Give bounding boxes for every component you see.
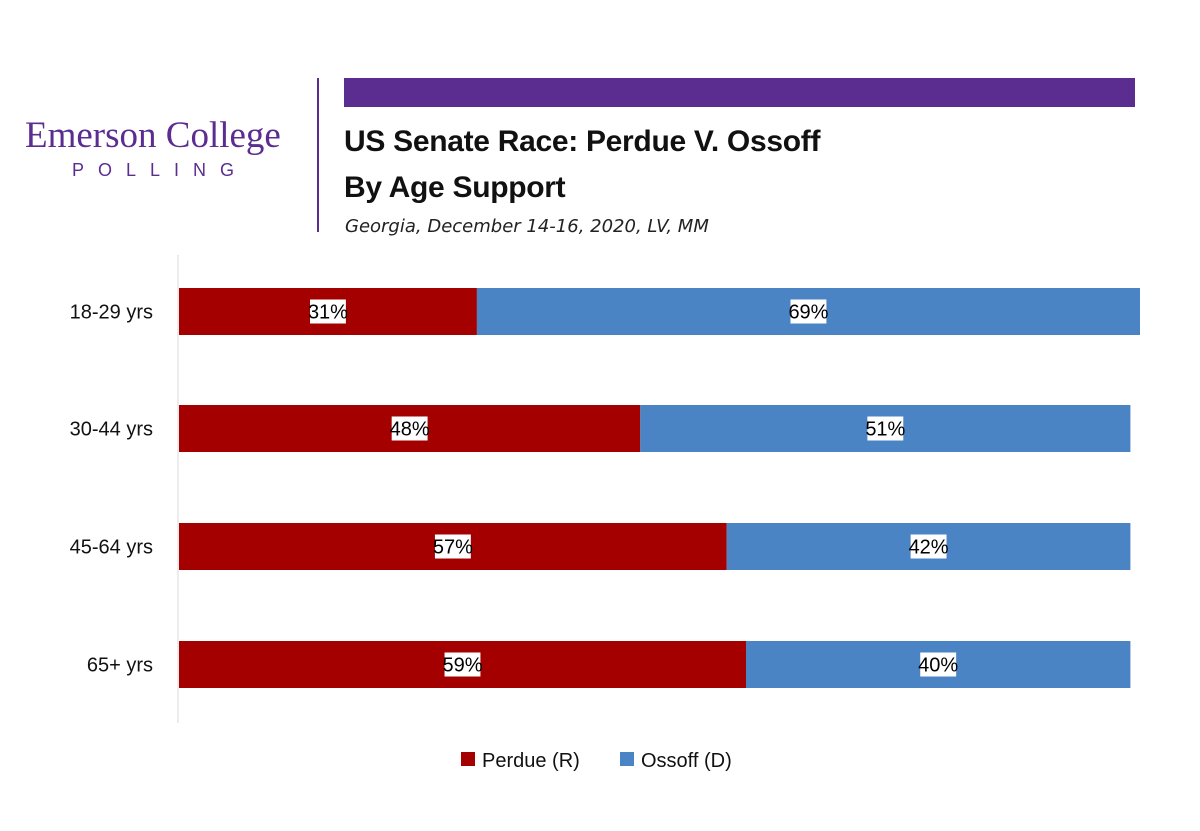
header-divider (317, 78, 319, 232)
chart-title: US Senate Race: Perdue V. Ossoff (344, 125, 821, 158)
data-label: 31% (308, 302, 348, 324)
category-label: 65+ yrs (87, 655, 153, 677)
legend-label-ossoff: Ossoff (D) (641, 750, 732, 772)
data-label-background (910, 534, 947, 559)
data-label-background (391, 416, 428, 441)
data-label: 48% (390, 419, 430, 441)
data-label: 42% (909, 537, 949, 559)
data-label-background (310, 299, 346, 324)
data-label: 51% (865, 419, 905, 441)
data-label-background (867, 416, 904, 441)
legend-swatch-ossoff (620, 752, 634, 766)
category-label: 30-44 yrs (70, 419, 153, 441)
chart-subtitle: Georgia, December 14-16, 2020, LV, MM (345, 216, 709, 237)
accent-bar (344, 78, 1135, 107)
data-label-background (790, 299, 827, 324)
data-label: 69% (788, 302, 828, 324)
legend-label-perdue: Perdue (R) (482, 750, 580, 772)
data-label-background (920, 652, 957, 677)
legend-swatch-perdue (461, 752, 475, 766)
data-label-background (444, 652, 481, 677)
logo-subtitle: POLLING (72, 160, 249, 180)
data-label: 40% (918, 655, 958, 677)
category-label: 18-29 yrs (70, 302, 153, 324)
category-label: 45-64 yrs (70, 537, 153, 559)
data-label: 57% (433, 537, 473, 559)
data-label: 59% (442, 655, 482, 677)
data-label-background (434, 534, 471, 559)
logo-name: Emerson College (25, 115, 281, 156)
chart-title-line2: By Age Support (344, 171, 566, 204)
